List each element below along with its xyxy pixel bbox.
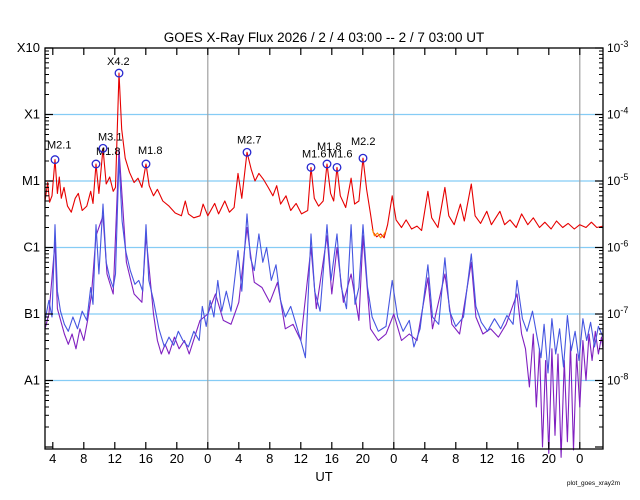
right-axis-label-base: 10 [607, 374, 621, 388]
flare-class-label: M2.7 [237, 134, 261, 146]
xray-short-curve [45, 157, 603, 374]
x-tick-label: 4 [421, 451, 428, 466]
chart-title: GOES X-Ray Flux 2026 / 2 / 4 03:00 -- 2 … [164, 30, 484, 45]
right-axis-label: 10-7 [607, 305, 628, 321]
flare-peak-marker [332, 162, 342, 172]
right-axis-label-base: 10 [607, 241, 621, 255]
flare-class-label: M1.8 [317, 141, 341, 153]
x-tick-label: 12 [108, 451, 122, 466]
flare-class-label: X4.2 [107, 56, 130, 68]
flare-class-label: M1.6 [328, 148, 352, 160]
right-axis-label: 10-3 [607, 39, 628, 55]
right-axis-label: 10-6 [607, 239, 628, 255]
flare-class-label: M1.8 [138, 145, 162, 157]
plot-frame [44, 47, 604, 450]
x-tick-label: 4 [235, 451, 242, 466]
x-tick-label: 8 [266, 451, 273, 466]
right-axis-label-base: 10 [607, 307, 621, 321]
x-axis-title: UT [315, 469, 332, 484]
right-axis-label: 10-4 [607, 106, 628, 122]
x-tick-label: 16 [511, 451, 525, 466]
right-axis-label-base: 10 [607, 41, 621, 55]
flare-peak-marker [91, 159, 101, 169]
flare-peak-marker [242, 147, 252, 157]
flare-peak-marker [322, 159, 332, 169]
x-tick-label: 0 [204, 451, 211, 466]
x-tick-label: 4 [49, 451, 56, 466]
x-tick-label: 16 [325, 451, 339, 466]
right-axis-label-exponent: -8 [620, 372, 628, 382]
flare-peak-marker [306, 162, 316, 172]
x-tick-label: 20 [170, 451, 184, 466]
text-layer: 4 8 12 16 20 0 4 8 12 16 20 0 4 8 12 16 20 0 X10 X1 M1 C1 B1 A1… [17, 30, 629, 487]
series-layer [45, 72, 603, 458]
left-axis-label: X10 [17, 40, 40, 55]
plot-watermark: plot_goes_xray2m [567, 480, 620, 487]
flare-peak-marker [98, 143, 108, 153]
flare-peak-marker [358, 153, 368, 163]
flare-class-label: M1.6 [302, 148, 326, 160]
right-axis-label-exponent: -7 [620, 305, 628, 315]
x-tick-label: 16 [139, 451, 153, 466]
flare-peak-marker [50, 155, 60, 165]
flare-class-label: M3.1 [98, 131, 122, 143]
left-axis-label: C1 [23, 240, 40, 255]
left-axis-label: M1 [22, 173, 40, 188]
right-axis-label: 10-8 [607, 372, 628, 388]
right-axis-label-exponent: -5 [620, 172, 628, 182]
flare-class-label: M2.1 [47, 140, 71, 152]
x-tick-label: 0 [576, 451, 583, 466]
flare-peak-marker [114, 68, 124, 78]
x-tick-label: 8 [80, 451, 87, 466]
axes-frame-layer [44, 47, 604, 450]
right-axis-label: 10-5 [607, 172, 628, 188]
right-axis-label-exponent: -6 [620, 239, 628, 249]
xray-long-data-gap-curve [371, 228, 387, 239]
flare-peak-marker [141, 159, 151, 169]
right-axis-label-exponent: -4 [620, 106, 628, 116]
flare-annotations-layer: M2.1M1.8M3.1X4.2M1.8M2.7M1.6M1.8M1.6M2.2 [47, 56, 375, 172]
x-tick-label: 20 [356, 451, 370, 466]
x-tick-label: 12 [480, 451, 494, 466]
x-tick-label: 8 [452, 451, 459, 466]
flare-class-label: M1.8 [96, 146, 120, 158]
left-axis-label: X1 [24, 107, 40, 122]
x-tick-label: 0 [390, 451, 397, 466]
flare-class-label: M2.2 [351, 136, 375, 148]
x-tick-label: 12 [294, 451, 308, 466]
right-axis-label-exponent: -3 [620, 39, 628, 49]
xray-long-curve [45, 72, 603, 239]
grid-layer [45, 48, 603, 449]
left-axis-label: B1 [24, 306, 40, 321]
right-axis-label-base: 10 [607, 174, 621, 188]
right-axis-label-base: 10 [607, 108, 621, 122]
left-axis-label: A1 [24, 373, 40, 388]
x-tick-label: 20 [542, 451, 556, 466]
